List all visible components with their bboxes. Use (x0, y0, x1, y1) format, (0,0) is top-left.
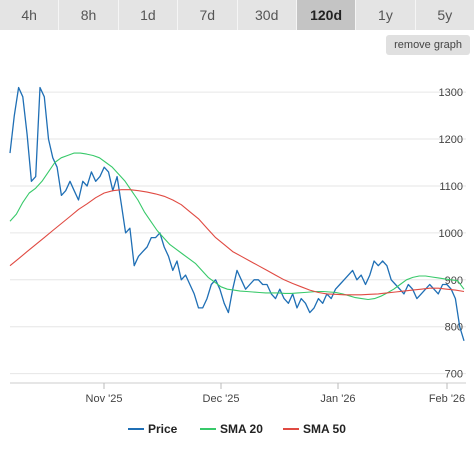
x-tick-label: Dec '25 (203, 393, 240, 405)
series-line-price (9, 86, 465, 341)
tab-1d[interactable]: 1d (118, 0, 179, 30)
remove-graph-button[interactable]: remove graph (386, 35, 470, 55)
tab-4h[interactable]: 4h (0, 0, 60, 30)
y-tick-label: 700 (445, 369, 463, 381)
series-line-sma50 (9, 189, 465, 296)
tab-120d[interactable]: 120d (296, 0, 357, 30)
y-tick-label: 1000 (439, 228, 463, 240)
tab-30d[interactable]: 30d (237, 0, 297, 30)
legend-label-sma50[interactable]: SMA 50 (303, 422, 346, 436)
x-tick-label: Nov '25 (86, 393, 123, 405)
y-tick-label: 1300 (439, 87, 463, 99)
tab-1y[interactable]: 1y (356, 0, 416, 30)
x-tick-label: Feb '26 (429, 393, 465, 405)
legend-label-sma20[interactable]: SMA 20 (220, 422, 263, 436)
y-tick-label: 1100 (439, 181, 463, 193)
y-tick-label: 1200 (439, 134, 463, 146)
tab-5y[interactable]: 5y (415, 0, 474, 30)
y-tick-label: 900 (445, 275, 463, 287)
tab-7d[interactable]: 7d (178, 0, 238, 30)
x-tick-label: Jan '26 (320, 393, 355, 405)
legend-label-price[interactable]: Price (148, 422, 178, 436)
tab-8h[interactable]: 8h (59, 0, 119, 30)
series-line-sma20 (9, 152, 465, 301)
timeframe-tabbar: 4h 8h 1d 7d 30d 120d 1y 5y (0, 0, 474, 30)
y-tick-label: 800 (445, 322, 463, 334)
